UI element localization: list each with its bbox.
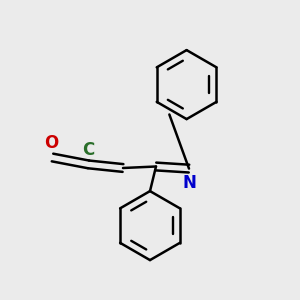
Text: C: C [82, 141, 94, 159]
Text: N: N [183, 174, 196, 192]
Text: O: O [44, 134, 58, 152]
